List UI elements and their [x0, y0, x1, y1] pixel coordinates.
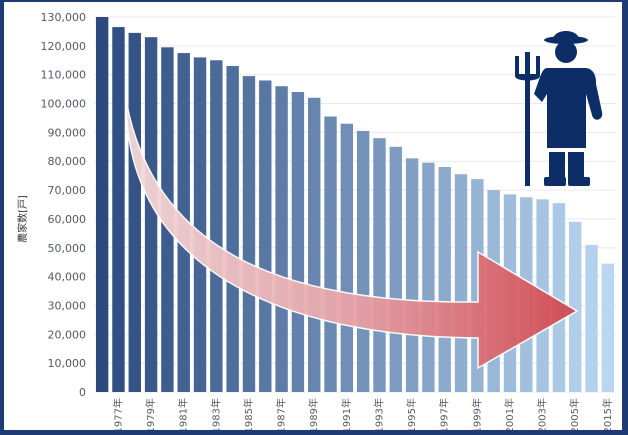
- bar-1977年: [112, 27, 125, 392]
- x-tick-label: 1977年: [111, 398, 124, 430]
- y-tick-label: 30,000: [48, 299, 87, 312]
- y-axis-label: 農家数[戸]: [16, 195, 29, 243]
- bar-1983年: [210, 60, 223, 393]
- y-tick-label: 60,000: [48, 213, 87, 226]
- y-tick-label: 50,000: [48, 242, 87, 255]
- y-tick-label: 80,000: [48, 155, 87, 168]
- bar-1982年: [193, 57, 207, 393]
- bar-2015年: [601, 263, 615, 392]
- downward-trend-arrow: [125, 99, 579, 370]
- y-tick-label: 20,000: [48, 328, 87, 341]
- bar-1988年: [291, 92, 305, 392]
- bar-2004年: [552, 203, 566, 392]
- x-tick-label: 1997年: [438, 398, 451, 430]
- bar-chart: 0 10,000 20,000 30,000 40,000 50,000 60,000 70,…: [16, 11, 616, 430]
- x-tick-label: 1979年: [144, 398, 157, 430]
- x-tick-label: 2015年: [601, 398, 614, 430]
- y-tick-label: 10,000: [48, 357, 87, 370]
- x-tick-label: 1999年: [470, 398, 483, 430]
- bar-1987年: [275, 86, 288, 392]
- x-tick-label: 1983年: [209, 398, 222, 430]
- bar-1994年: [389, 146, 402, 392]
- bar-1996年: [422, 162, 435, 392]
- bar-1990年: [324, 116, 337, 393]
- x-tick-label: 2001年: [503, 398, 516, 430]
- bar-1979年: [144, 37, 158, 392]
- x-tick-label: 1991年: [340, 398, 353, 430]
- bar-1993年: [373, 138, 386, 392]
- x-tick-label: 2005年: [568, 398, 581, 430]
- x-tick-label: 1989年: [307, 398, 320, 430]
- bar-1995年: [405, 158, 419, 392]
- y-tick-label: 0: [79, 386, 86, 399]
- y-tick-label: 120,000: [41, 40, 87, 53]
- y-tick-label: 130,000: [41, 11, 87, 24]
- bar-1991年: [340, 123, 354, 392]
- x-tick-label: 2003年: [536, 398, 549, 430]
- x-tick-label: 1981年: [177, 398, 190, 430]
- bar-2010年: [585, 244, 598, 392]
- farmer-with-pitchfork-icon: [515, 31, 603, 186]
- bar-1985年: [242, 76, 256, 392]
- y-tick-label: 110,000: [41, 69, 87, 82]
- y-tick-label: 90,000: [48, 126, 87, 139]
- bar-1997年: [438, 167, 451, 392]
- y-tick-label: 100,000: [41, 98, 87, 111]
- bar-1992年: [356, 130, 370, 392]
- bar-1986年: [259, 80, 272, 392]
- bar-1998年: [454, 174, 468, 392]
- x-tick-label: 1987年: [275, 398, 288, 430]
- x-tick-label: 1985年: [242, 398, 255, 430]
- x-tick-label: 1995年: [405, 398, 418, 430]
- bar-1984年: [226, 66, 239, 393]
- chart-frame: 0 10,000 20,000 30,000 40,000 50,000 60,000 70,…: [4, 2, 622, 430]
- y-tick-label: 40,000: [48, 271, 87, 284]
- x-tick-label: 1993年: [372, 398, 385, 430]
- bar-1989年: [308, 97, 321, 393]
- bar-1976年: [95, 17, 109, 392]
- y-tick-label: 70,000: [48, 184, 87, 197]
- bar-2005年: [569, 221, 582, 392]
- bar-1978年: [128, 32, 141, 392]
